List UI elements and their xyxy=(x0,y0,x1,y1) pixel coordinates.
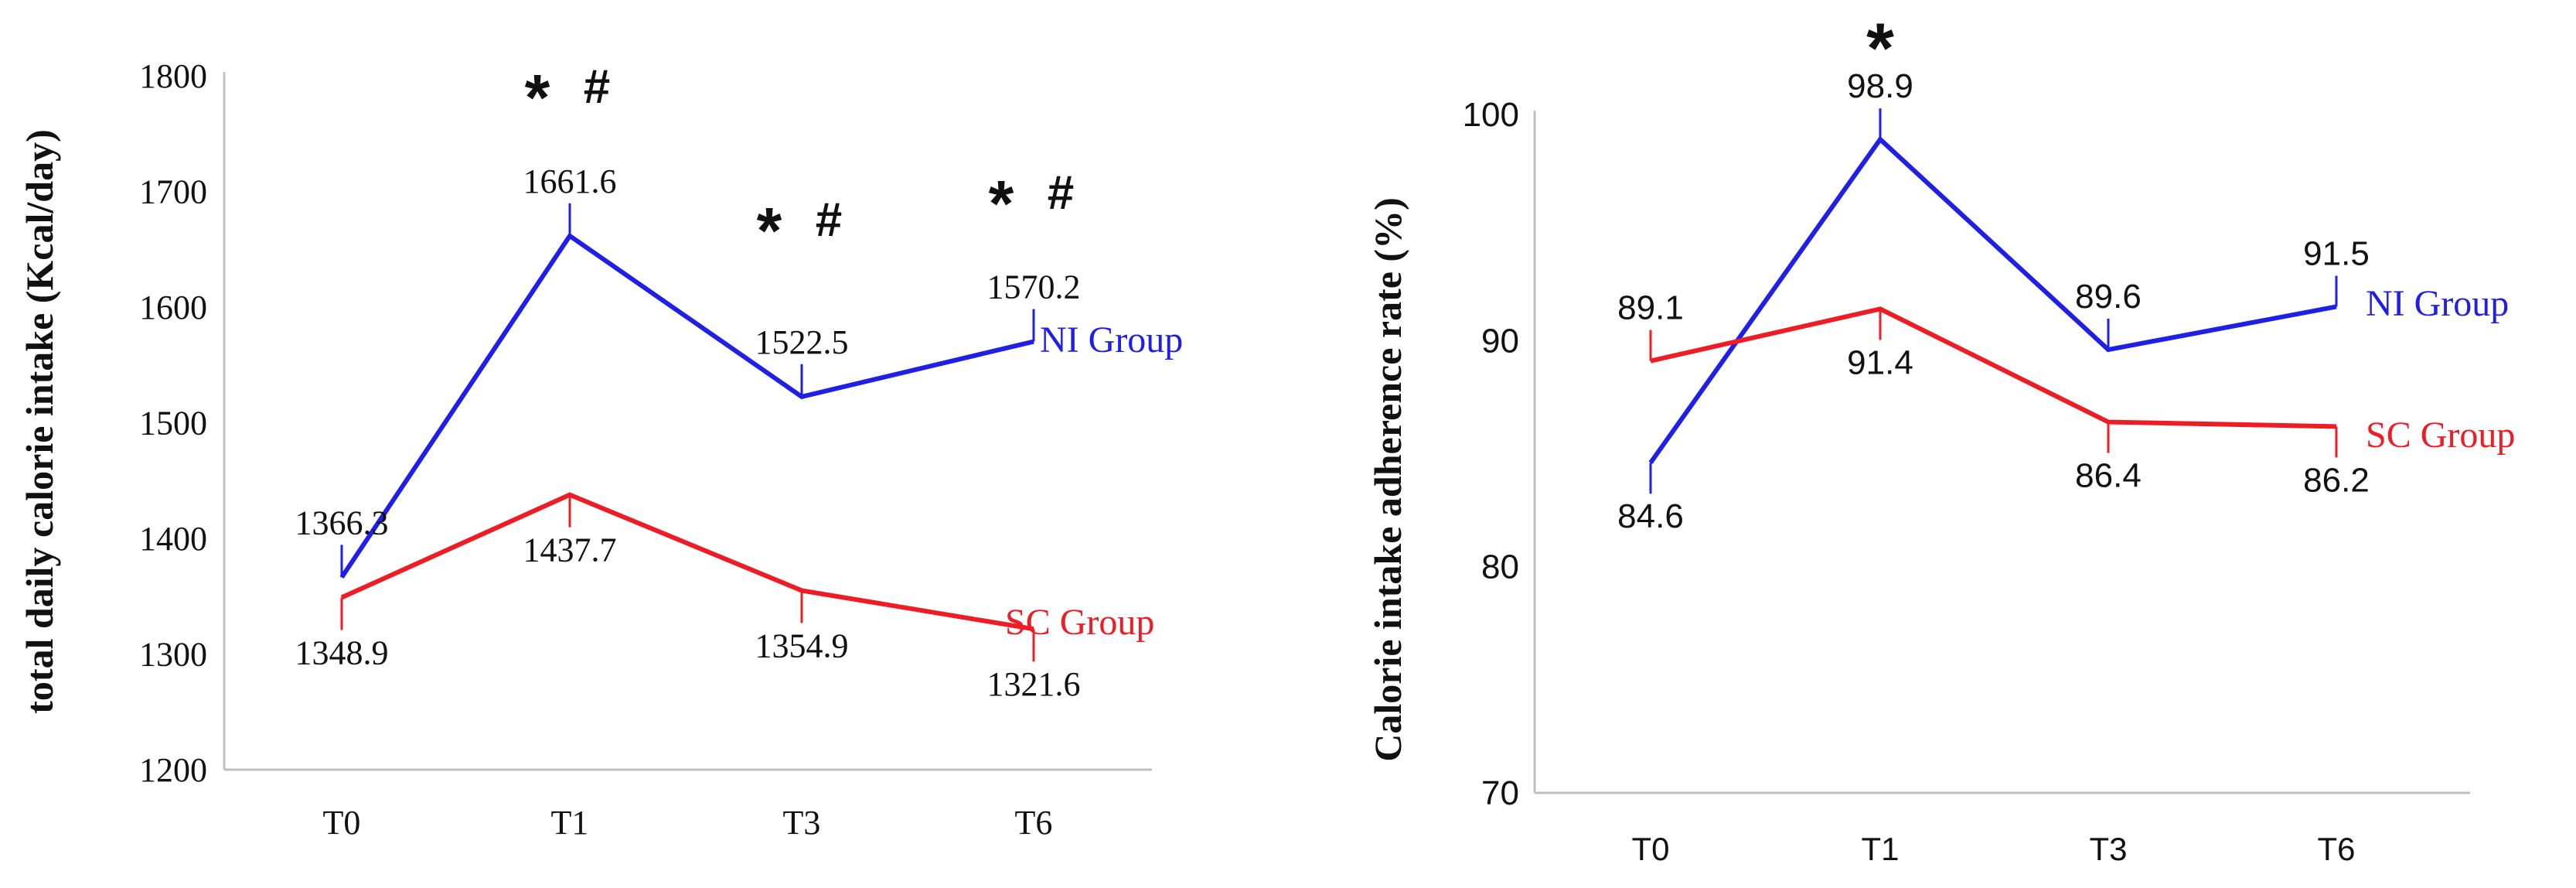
ni-group-label: NI Group xyxy=(1040,319,1183,360)
data-label: 86.2 xyxy=(2303,461,2370,499)
data-label: 1348.9 xyxy=(295,634,389,671)
y-tick-label: 1300 xyxy=(139,636,207,674)
significance-hash: # xyxy=(1048,166,1074,220)
x-tick-label: T6 xyxy=(2317,831,2355,867)
sc-series-line xyxy=(340,492,1034,632)
y-tick-label: 1800 xyxy=(139,57,207,95)
y-axis-title: Calorie intake adherence rate (%) xyxy=(1366,197,1409,761)
chart-calorie-intake: total daily calorie intake (Kcal/day) 12… xyxy=(18,57,1183,842)
data-label: 86.4 xyxy=(2075,457,2142,495)
sc-series-line xyxy=(1650,306,2337,429)
y-tick-label: 90 xyxy=(1481,322,1519,360)
data-label: 91.5 xyxy=(2303,234,2370,272)
data-label: 1321.6 xyxy=(987,665,1081,703)
data-label: 89.6 xyxy=(2075,278,2142,316)
y-tick-label: 1400 xyxy=(139,520,207,558)
y-tick-label: 1700 xyxy=(139,173,207,211)
data-label: 84.6 xyxy=(1617,497,1684,535)
ni-series-line xyxy=(1648,135,2337,464)
data-label: 91.4 xyxy=(1847,343,1913,381)
significance-asterisk: * xyxy=(757,194,782,267)
sc-group-label: SC Group xyxy=(1005,602,1154,643)
sc-group-label: SC Group xyxy=(2366,415,2515,456)
y-tick-label: 1600 xyxy=(139,289,207,326)
data-label: 89.1 xyxy=(1617,289,1684,327)
ni-group-label: NI Group xyxy=(2366,283,2509,324)
x-tick-label: T1 xyxy=(1861,831,1899,867)
y-axis-title: total daily calorie intake (Kcal/day) xyxy=(18,129,61,713)
significance-asterisk: * xyxy=(525,61,550,134)
significance-hash: # xyxy=(816,193,842,247)
x-tick-label: T0 xyxy=(1631,831,1669,867)
x-tick-label: T1 xyxy=(551,804,589,842)
data-label: 98.9 xyxy=(1847,67,1913,105)
significance-asterisk: * xyxy=(1866,9,1894,88)
data-label: 1661.6 xyxy=(523,162,617,200)
x-tick-label: T3 xyxy=(2089,831,2127,867)
y-tick-label: 1200 xyxy=(139,751,207,789)
ni-series-line xyxy=(339,232,1034,579)
x-tick-label: T6 xyxy=(1015,804,1053,842)
data-label: 1522.5 xyxy=(755,323,849,361)
data-label: 1570.2 xyxy=(987,268,1081,306)
significance-hash: # xyxy=(584,60,610,114)
data-label: 1366.3 xyxy=(295,504,389,541)
significance-asterisk: * xyxy=(989,167,1014,240)
chart-adherence-rate: Calorie intake adherence rate (%) 70 80 90… xyxy=(1366,9,2515,867)
y-tick-label: 70 xyxy=(1481,774,1519,812)
data-label: 1354.9 xyxy=(755,627,849,664)
y-tick-label: 80 xyxy=(1481,548,1519,586)
y-tick-label: 100 xyxy=(1463,96,1519,134)
data-label: 1437.7 xyxy=(523,531,617,569)
y-tick-label: 1500 xyxy=(139,405,207,442)
x-tick-label: T3 xyxy=(783,804,821,842)
x-tick-label: T0 xyxy=(323,804,361,842)
